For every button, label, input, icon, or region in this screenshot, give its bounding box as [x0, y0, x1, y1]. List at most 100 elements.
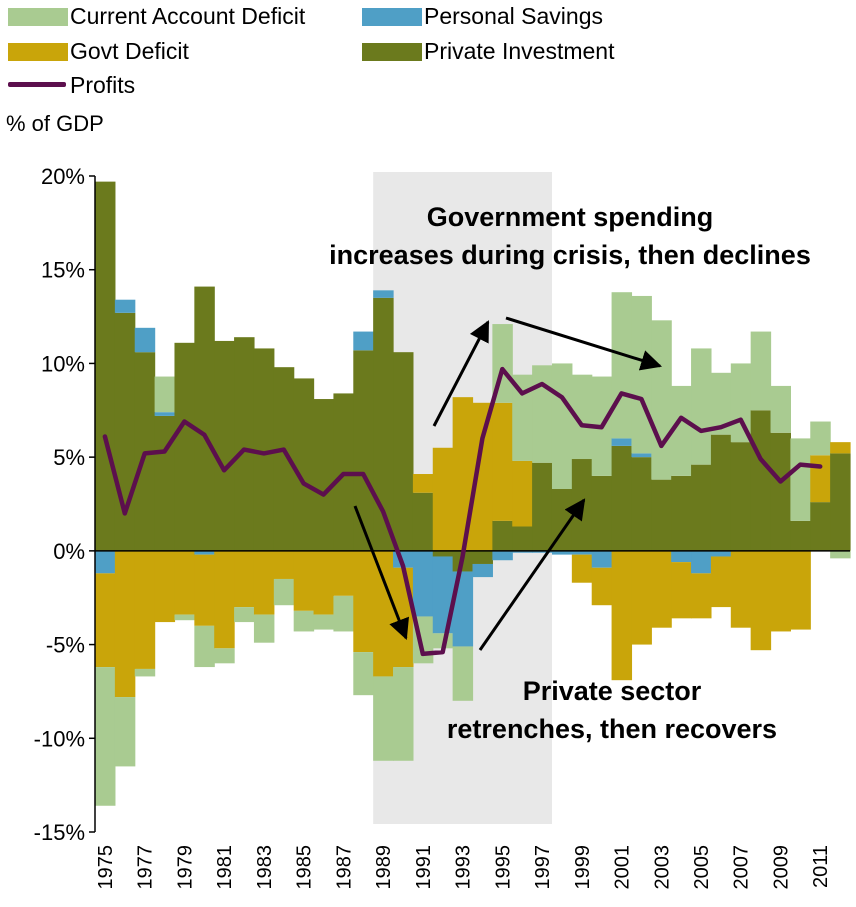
bar-current-account-37: [830, 550, 851, 559]
bar-current-account-26: [611, 292, 633, 439]
arrow-govt-up: [432, 320, 490, 427]
y-tick-label: -15%: [34, 820, 85, 845]
bar-personal-savings-2: [134, 327, 156, 353]
profits-point-2: [143, 451, 147, 455]
profits-point-35: [798, 463, 802, 467]
bar-govt-deficit-13: [353, 550, 374, 653]
bar-private-investment-32: [730, 442, 752, 551]
profits-point-1: [123, 511, 127, 515]
bar-personal-savings-22: [532, 550, 553, 553]
profits-point-8: [262, 451, 266, 455]
legend-label-current-account: Current Account Deficit: [70, 3, 306, 29]
bar-private-investment-6: [214, 340, 235, 551]
arrow-govt-down: [505, 316, 663, 371]
bar-personal-savings-31: [710, 550, 732, 557]
bar-private-investment-22: [532, 462, 553, 551]
bar-govt-deficit-28: [651, 550, 672, 628]
y-tick-label: 10%: [41, 351, 85, 376]
x-tick-label: 2005: [691, 845, 713, 890]
bar-govt-deficit-9: [273, 550, 295, 579]
bar-govt-deficit-27: [631, 550, 652, 645]
bar-current-account-27: [631, 295, 652, 454]
bar-personal-savings-17: [432, 556, 454, 634]
x-tick-label: 2011: [810, 845, 832, 888]
bar-govt-deficit-24: [571, 554, 593, 583]
arrow-private-up: [478, 498, 586, 651]
bar-govt-deficit-7: [234, 550, 255, 608]
bar-govt-deficit-25: [591, 567, 613, 606]
bar-private-investment-30: [691, 464, 712, 551]
bar-current-account-9: [273, 578, 295, 606]
bar-govt-deficit-4: [174, 550, 195, 615]
profits-point-29: [679, 416, 683, 420]
x-tick-label: 2001: [612, 845, 634, 890]
bar-private-investment-0: [95, 181, 116, 551]
bar-private-investment-33: [750, 410, 772, 551]
bar-govt-deficit-17: [432, 447, 454, 551]
profits-point-17: [441, 650, 445, 654]
bar-current-account-34: [770, 385, 791, 433]
bar-personal-savings-5: [194, 550, 215, 555]
bar-private-investment-31: [710, 434, 732, 551]
y-tick-label: -10%: [34, 726, 85, 751]
x-tick-label: 2009: [770, 845, 792, 890]
legend-swatch-private-investment: [362, 43, 422, 61]
bar-current-account-10: [293, 610, 315, 632]
bar-govt-deficit-32: [730, 550, 752, 628]
profits-point-28: [659, 444, 663, 448]
x-tick-label: 1991: [413, 845, 435, 890]
annotation-private-line-2: retrenches, then recovers: [447, 714, 777, 744]
bar-personal-savings-26: [611, 438, 633, 446]
legend-label-personal-savings: Personal Savings: [424, 3, 603, 29]
x-tick-label: 1983: [254, 845, 276, 890]
y-tick-label: 15%: [41, 258, 85, 283]
legend-item-current-account: Current Account Deficit: [8, 3, 305, 29]
y-tick-label: -5%: [46, 633, 85, 658]
profits-point-12: [341, 472, 345, 476]
bar-private-investment-15: [393, 352, 414, 551]
bar-private-investment-37: [830, 453, 851, 551]
bar-personal-savings-20: [492, 550, 513, 561]
profits-point-21: [520, 391, 524, 395]
bar-current-account-35: [790, 438, 811, 521]
profits-point-32: [739, 418, 743, 422]
profits-point-22: [540, 382, 544, 386]
profits-point-27: [639, 397, 643, 401]
x-tick-label: 1997: [532, 845, 554, 890]
bar-private-investment-13: [353, 350, 374, 551]
bar-govt-deficit-18: [452, 397, 474, 551]
profits-point-23: [560, 395, 564, 399]
profits-point-15: [401, 564, 405, 568]
profits-point-4: [182, 420, 186, 424]
bar-govt-deficit-12: [333, 550, 354, 596]
profits-point-9: [282, 448, 286, 452]
profits-point-16: [421, 652, 425, 656]
bar-current-account-13: [353, 652, 374, 696]
bar-govt-deficit-33: [750, 550, 772, 651]
bar-private-investment-20: [492, 520, 513, 551]
bar-govt-deficit-37: [830, 442, 851, 454]
x-tick-label: 1977: [135, 845, 157, 890]
legend-item-govt-deficit: Govt Deficit: [8, 38, 189, 64]
bar-private-investment-4: [174, 342, 195, 551]
x-tick-label: 1993: [453, 845, 475, 890]
x-tick-label: 1995: [492, 845, 514, 890]
legend-swatch-govt-deficit: [8, 43, 68, 61]
bar-private-investment-29: [671, 475, 692, 551]
bar-private-investment-16: [412, 492, 434, 551]
profits-point-19: [480, 436, 484, 440]
profits-point-0: [103, 435, 107, 439]
bar-private-investment-28: [651, 479, 672, 551]
bar-private-investment-9: [273, 367, 295, 551]
profits-point-6: [222, 468, 226, 472]
bar-personal-savings-23: [551, 550, 573, 555]
bar-govt-deficit-19: [472, 402, 493, 551]
annotation-govt-line-2: increases during crisis, then declines: [329, 240, 811, 270]
bar-govt-deficit-1: [114, 550, 136, 698]
bar-govt-deficit-35: [790, 550, 811, 630]
bar-current-account-1: [114, 697, 136, 767]
x-tick-label: 1987: [333, 845, 355, 890]
bar-current-account-4: [174, 614, 195, 621]
bar-govt-deficit-8: [253, 550, 275, 615]
